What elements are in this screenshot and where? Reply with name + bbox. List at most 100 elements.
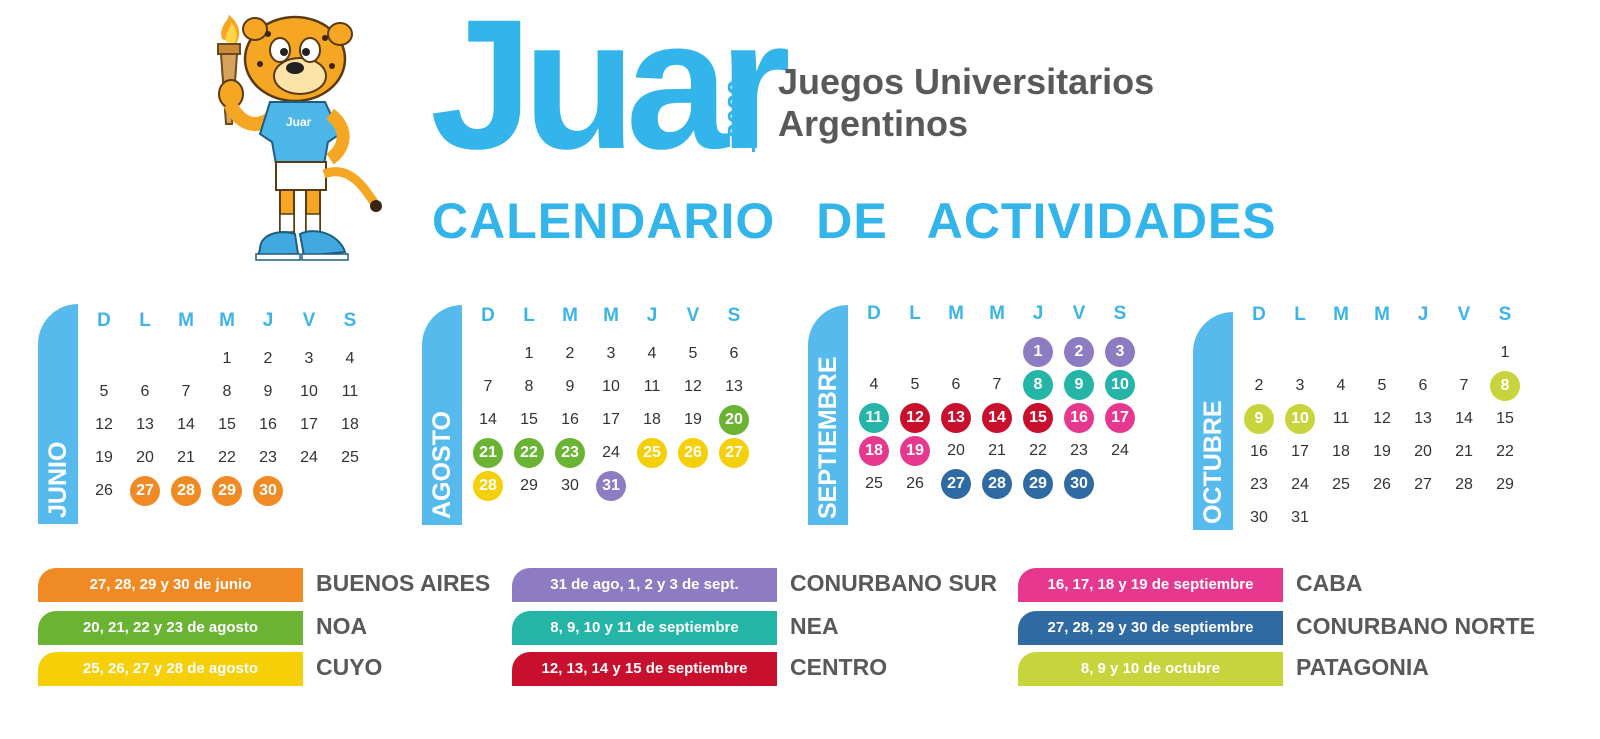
legend-region-conurbano-sur: CONURBANO SUR bbox=[790, 570, 997, 596]
calendar-day: 31 bbox=[1291, 509, 1309, 526]
logo-year: 2022 bbox=[722, 80, 752, 138]
calendar-day: 1 bbox=[222, 350, 232, 367]
calendar-day: 19 bbox=[95, 449, 113, 466]
event-day: 1 bbox=[1023, 337, 1053, 367]
calendar-day: 7 bbox=[992, 376, 1002, 393]
weekday-label: S bbox=[1498, 304, 1512, 325]
calendar-day: 2 bbox=[1254, 377, 1264, 394]
calendar-day: 24 bbox=[1291, 476, 1309, 493]
event-day: 9 bbox=[1244, 404, 1274, 434]
calendar-day: 6 bbox=[140, 383, 150, 400]
calendar-day: 16 bbox=[1250, 443, 1268, 460]
legend-dates-noa: 20, 21, 22 y 23 de agosto bbox=[38, 611, 303, 645]
weekday-label: J bbox=[646, 305, 658, 326]
event-day: 3 bbox=[1105, 337, 1135, 367]
weekday-label: V bbox=[302, 310, 316, 331]
event-day: 10 bbox=[1285, 404, 1315, 434]
month-tab: AGOSTO bbox=[422, 305, 462, 525]
calendar-day: 11 bbox=[1332, 410, 1350, 427]
calendar-day: 1 bbox=[524, 345, 534, 362]
weekday-label: D bbox=[481, 305, 495, 326]
calendar-day: 29 bbox=[1496, 476, 1514, 493]
calendar-day: 2 bbox=[565, 345, 575, 362]
calendar-day: 23 bbox=[1070, 442, 1088, 459]
weekday-label: L bbox=[1294, 304, 1306, 325]
calendar-day: 20 bbox=[947, 442, 965, 459]
event-day: 28 bbox=[171, 476, 201, 506]
event-day: 27 bbox=[941, 469, 971, 499]
legend-region-noa: NOA bbox=[316, 613, 368, 639]
calendar-day: 2 bbox=[263, 350, 273, 367]
weekday-label: V bbox=[1072, 303, 1086, 324]
event-day: 8 bbox=[1023, 370, 1053, 400]
calendar-day: 3 bbox=[1295, 377, 1305, 394]
event-day: 28 bbox=[473, 471, 503, 501]
legend-dates-conurbano-sur: 31 de ago, 1, 2 y 3 de sept. bbox=[512, 568, 777, 602]
legend-dates-patagonia: 8, 9 y 10 de octubre bbox=[1018, 652, 1283, 686]
calendar-day: 12 bbox=[1373, 410, 1391, 427]
legend-dates-caba: 16, 17, 18 y 19 de septiembre bbox=[1018, 568, 1283, 602]
weekday-label: D bbox=[1252, 304, 1266, 325]
event-day: 27 bbox=[130, 476, 160, 506]
calendar-day: 5 bbox=[1377, 377, 1387, 394]
calendar-day: 14 bbox=[177, 416, 195, 433]
event-day: 30 bbox=[253, 476, 283, 506]
weekday-label: M bbox=[989, 303, 1005, 324]
calendar-day: 7 bbox=[483, 378, 493, 395]
calendar-day: 4 bbox=[1336, 377, 1346, 394]
calendar-day: 10 bbox=[300, 383, 318, 400]
calendar-day: 22 bbox=[218, 449, 236, 466]
event-day: 9 bbox=[1064, 370, 1094, 400]
month-tab: SEPTIEMBRE bbox=[808, 305, 848, 525]
calendar-day: 22 bbox=[1496, 443, 1514, 460]
weekday-label: V bbox=[686, 305, 700, 326]
event-day: 22 bbox=[514, 438, 544, 468]
calendar-day: 16 bbox=[259, 416, 277, 433]
month-name: OCTUBRE bbox=[1199, 400, 1227, 524]
weekday-label: L bbox=[139, 310, 151, 331]
calendar-day: 11 bbox=[341, 383, 359, 400]
event-day: 28 bbox=[982, 469, 1012, 499]
event-day: 25 bbox=[637, 438, 667, 468]
event-day: 23 bbox=[555, 438, 585, 468]
calendar-day: 23 bbox=[1250, 476, 1268, 493]
calendar-day: 8 bbox=[524, 378, 534, 395]
event-day: 15 bbox=[1023, 403, 1053, 433]
calendar-day: 6 bbox=[951, 376, 961, 393]
weekday-label: S bbox=[1113, 303, 1127, 324]
weekday-label: M bbox=[948, 303, 964, 324]
weekday-label: J bbox=[1032, 303, 1044, 324]
calendar-day: 18 bbox=[341, 416, 359, 433]
weekday-label: M bbox=[603, 305, 619, 326]
calendar-day: 23 bbox=[259, 449, 277, 466]
calendar-day: 29 bbox=[520, 477, 538, 494]
calendar-day: 5 bbox=[910, 376, 920, 393]
weekday-label: S bbox=[727, 305, 741, 326]
event-day: 18 bbox=[859, 436, 889, 466]
month-tab: OCTUBRE bbox=[1193, 312, 1233, 530]
calendar-day: 17 bbox=[300, 416, 318, 433]
calendar-day: 12 bbox=[684, 378, 702, 395]
calendar-day: 4 bbox=[869, 376, 879, 393]
calendar-day: 7 bbox=[1459, 377, 1469, 394]
calendar-day: 18 bbox=[1332, 443, 1350, 460]
legend-region-conurbano-norte: CONURBANO NORTE bbox=[1296, 613, 1535, 639]
calendar-day: 5 bbox=[688, 345, 698, 362]
legend-dates-conurbano-norte: 27, 28, 29 y 30 de septiembre bbox=[1018, 611, 1283, 645]
calendar-day: 20 bbox=[1414, 443, 1432, 460]
legend-region-centro: CENTRO bbox=[790, 654, 888, 680]
legend-region-nea: NEA bbox=[790, 613, 839, 639]
calendar-day: 27 bbox=[1414, 476, 1432, 493]
calendar-day: 17 bbox=[1291, 443, 1309, 460]
calendar-day: 25 bbox=[865, 475, 883, 492]
calendar-day: 21 bbox=[177, 449, 195, 466]
weekday-label: J bbox=[262, 310, 274, 331]
calendar-day: 30 bbox=[1250, 509, 1268, 526]
weekday-label: S bbox=[343, 310, 357, 331]
weekday-label: M bbox=[178, 310, 194, 331]
event-day: 13 bbox=[941, 403, 971, 433]
calendar-day: 26 bbox=[95, 482, 113, 499]
event-day: 19 bbox=[900, 436, 930, 466]
calendar-day: 9 bbox=[565, 378, 575, 395]
legend-dates-buenos-aires: 27, 28, 29 y 30 de junio bbox=[38, 568, 303, 602]
